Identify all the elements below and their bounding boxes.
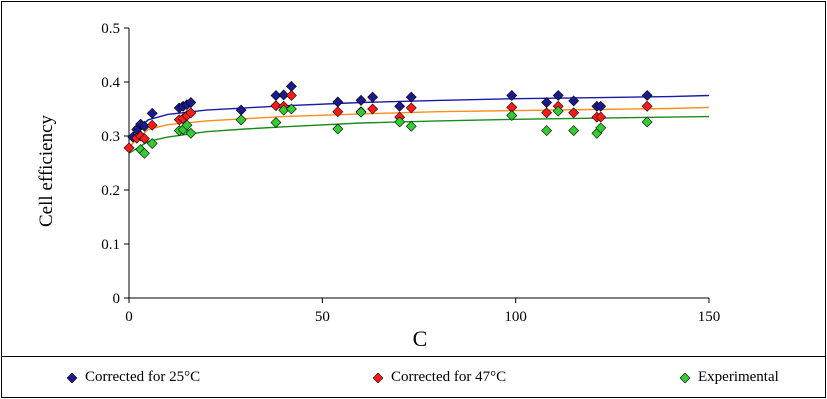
legend-marker-corrected-25	[67, 372, 77, 383]
data-point-series-0	[506, 90, 518, 101]
data-point-series-1	[285, 90, 297, 101]
data-point-series-2	[641, 116, 653, 128]
data-point-series-0	[568, 95, 580, 107]
data-point-series-1	[595, 111, 607, 123]
data-point-series-2	[181, 119, 193, 131]
ticks: 0 0.1 0.2 0.3 0.4 0.5 0 50 100 150	[101, 21, 720, 325]
data-point-series-2	[355, 106, 367, 118]
data-point-series-1	[367, 103, 379, 115]
x-tick-label: 50	[315, 309, 330, 325]
data-point-series-1	[270, 100, 282, 112]
y-tick-label: 0.5	[101, 21, 120, 37]
trend-lines	[128, 94, 710, 154]
legend-label-corrected-47: Corrected for 47°C	[391, 369, 507, 385]
data-point-series-2	[332, 123, 344, 135]
legend-divider	[1, 356, 826, 357]
legend-item-corrected-47: Corrected for 47°C	[373, 369, 506, 386]
data-point-series-2	[552, 105, 564, 117]
data-point-series-0	[641, 90, 653, 101]
data-point-series-0	[367, 91, 379, 103]
data-point-series-0	[405, 91, 417, 103]
legend-item-experimental: Experimental	[680, 369, 779, 386]
data-point-series-0	[552, 90, 564, 101]
y-tick-label: 0.4	[101, 75, 120, 91]
y-tick-label: 0	[113, 291, 121, 307]
data-point-series-0	[355, 94, 367, 106]
legend-label-corrected-25: Corrected for 25°C	[85, 369, 201, 385]
x-tick-label: 0	[125, 309, 133, 325]
data-point-series-1	[139, 133, 150, 145]
x-tick-label: 100	[504, 309, 527, 325]
trend-line-series-2	[128, 115, 710, 154]
y-tick-label: 0.3	[101, 129, 120, 145]
legend-item-corrected-25: Corrected for 25°C	[67, 369, 200, 386]
data-points	[123, 80, 653, 159]
data-point-series-0	[235, 104, 247, 116]
data-point-series-1	[185, 107, 197, 119]
data-point-series-2	[185, 127, 197, 139]
data-point-series-2	[568, 125, 580, 137]
data-point-series-2	[146, 138, 158, 149]
legend-label-experimental: Experimental	[698, 369, 779, 385]
data-point-series-0	[595, 100, 607, 112]
data-point-series-0	[146, 107, 158, 119]
y-tick-label: 0.2	[101, 183, 120, 199]
data-point-series-2	[285, 103, 297, 115]
legend-marker-corrected-47	[373, 372, 383, 383]
data-point-series-0	[332, 96, 344, 108]
y-tick-label: 0.1	[101, 237, 120, 253]
data-point-series-1	[332, 106, 344, 118]
x-axis-label: C	[413, 326, 428, 351]
data-point-series-2	[506, 110, 518, 121]
data-point-series-2	[270, 117, 282, 128]
trend-line-series-0	[128, 94, 710, 138]
data-point-series-1	[541, 107, 553, 119]
x-tick-label: 150	[698, 309, 721, 325]
data-point-series-1	[146, 119, 158, 131]
data-point-series-0	[278, 89, 290, 101]
legend-marker-experimental	[680, 372, 690, 383]
data-point-series-2	[541, 125, 553, 137]
data-point-series-1	[405, 102, 417, 114]
data-point-series-0	[394, 100, 406, 112]
data-point-series-1	[568, 107, 580, 119]
data-point-series-0	[285, 80, 297, 92]
data-point-series-2	[235, 114, 247, 126]
data-point-series-2	[595, 122, 607, 134]
axes	[128, 28, 709, 299]
data-point-series-2	[405, 120, 417, 132]
trend-line-series-1	[128, 106, 710, 148]
data-point-series-2	[139, 147, 150, 159]
data-point-series-2	[394, 116, 406, 128]
y-axis-label: Cell efficiency	[36, 114, 57, 227]
data-point-series-1	[641, 100, 653, 112]
data-point-series-1	[123, 142, 135, 154]
